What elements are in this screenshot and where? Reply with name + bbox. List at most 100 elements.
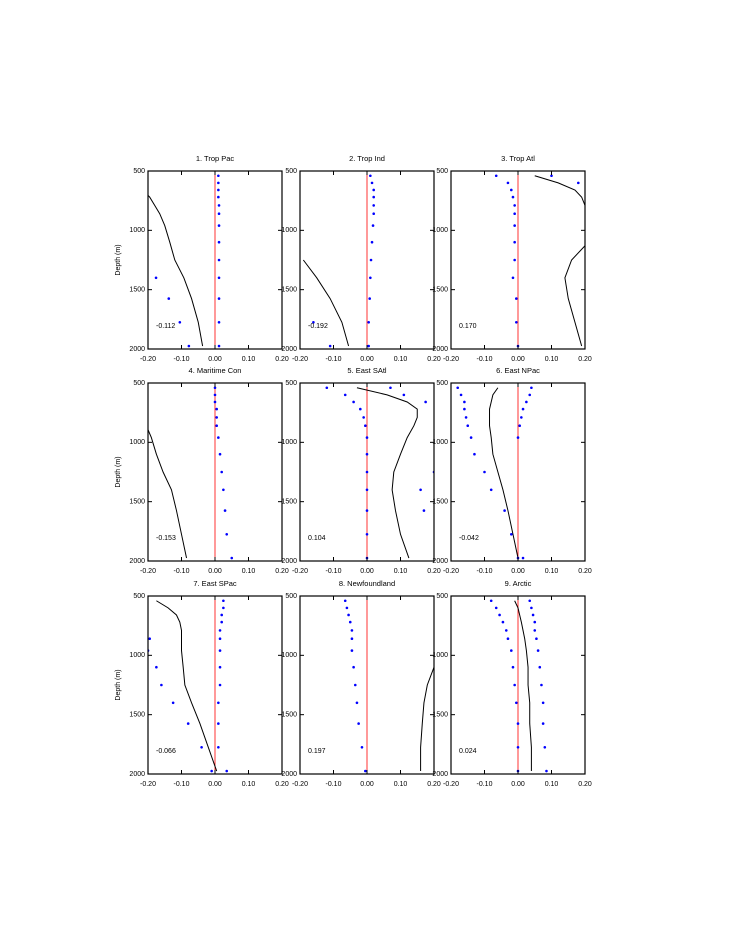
y-tick-label: 1000 [432, 439, 448, 446]
y-tick-label: 1500 [281, 499, 297, 506]
profile-dot [217, 174, 220, 178]
y-axis-label: Depth (m) [115, 669, 122, 700]
panel-title: 9. Arctic [505, 579, 532, 588]
y-tick-label: 1500 [432, 287, 448, 294]
panel: 5. East SAtl 0.104 -0.20 -0.10 0.00 0.10 0.20 5… [281, 366, 440, 575]
profile-dot [148, 637, 151, 641]
x-tick-label: 0.10 [242, 356, 256, 363]
x-tick-label: 0.10 [545, 356, 559, 363]
profile-dot [217, 436, 220, 439]
profile-dot [541, 701, 545, 705]
profile-dot [312, 321, 315, 324]
profile-dot [217, 195, 220, 199]
profile-dot [217, 344, 221, 348]
profile-line [420, 666, 434, 772]
profile-dot [513, 683, 516, 687]
profile-dot [516, 746, 520, 749]
profile-dot [352, 665, 355, 669]
profile-dot [550, 174, 553, 178]
x-tick-label: -0.20 [292, 781, 308, 788]
profile-dot [217, 746, 220, 749]
profile-dot [530, 386, 533, 390]
profile-dot [510, 188, 513, 192]
profile-dot [328, 344, 332, 348]
x-tick-label: -0.20 [443, 356, 459, 363]
y-tick-label: 1000 [432, 227, 448, 234]
profile-dot [365, 533, 369, 536]
x-tick-label: 0.00 [360, 356, 374, 363]
x-tick-label: -0.10 [174, 356, 190, 363]
profile-dot [218, 665, 222, 669]
y-tick-label: 1000 [432, 652, 448, 659]
profile-dot [506, 181, 510, 185]
x-tick-label: -0.10 [326, 781, 342, 788]
y-tick-label: 2000 [129, 558, 145, 565]
profile-dot [370, 240, 374, 244]
profile-line [302, 259, 350, 347]
profile-dot [220, 470, 223, 474]
profile-dot [348, 620, 352, 624]
profile-dot [362, 416, 365, 419]
profile-dot [217, 204, 221, 207]
profile-dot [223, 509, 227, 512]
profile-dot [365, 509, 369, 512]
y-tick-label: 2000 [432, 771, 448, 778]
profile-dot [513, 204, 516, 207]
profile-line [156, 600, 218, 772]
profile-dot [510, 533, 513, 536]
profile-dot [367, 321, 370, 324]
plot-area [148, 171, 221, 349]
profile-dot [521, 556, 525, 560]
plot-area [302, 171, 376, 349]
y-tick-label: 1000 [281, 652, 297, 659]
profile-dot [473, 452, 476, 456]
profile-dot [217, 181, 220, 185]
profile-dot [510, 649, 513, 652]
profile-dot [200, 746, 203, 749]
y-tick-label: 1500 [432, 499, 448, 506]
profile-dot [343, 599, 347, 603]
y-tick-label: 2000 [281, 346, 297, 353]
profile-dot [370, 181, 374, 185]
profile-dot [530, 606, 533, 610]
profile-dot [538, 665, 542, 669]
profile-dot [504, 629, 508, 632]
profile-dot [217, 188, 220, 192]
annotation: -0.192 [308, 323, 328, 330]
profile-dot [535, 637, 538, 641]
profile-dot [357, 722, 360, 725]
panel-title: 4. Maritime Con [189, 366, 242, 375]
profile-dot [368, 297, 371, 300]
profile-line [489, 387, 519, 559]
profile-dot [171, 701, 175, 705]
profile-dot [533, 629, 537, 632]
annotation: -0.042 [459, 535, 479, 542]
profile-dot [511, 195, 515, 199]
x-tick-label: 0.10 [394, 781, 408, 788]
profile-dot [515, 321, 518, 324]
profile-dot [365, 436, 369, 439]
profile-dot [230, 556, 234, 560]
profile-dot [217, 297, 221, 300]
plot-area [325, 383, 434, 561]
x-tick-label: 0.00 [360, 781, 374, 788]
profile-dot [520, 416, 523, 419]
profile-dot [220, 620, 223, 624]
x-tick-label: 0.00 [208, 781, 222, 788]
profile-dot [355, 701, 359, 705]
profile-dot [215, 416, 218, 419]
profile-dot [186, 722, 190, 725]
profile-dot [353, 683, 357, 687]
y-tick-label: 1500 [129, 499, 145, 506]
profile-line [148, 194, 204, 347]
profile-dot [222, 599, 225, 603]
x-tick-label: 0.00 [208, 356, 222, 363]
profile-dot [501, 620, 505, 624]
annotation: -0.112 [156, 323, 175, 330]
x-tick-label: 0.00 [511, 568, 525, 575]
profile-dot [345, 606, 349, 610]
x-tick-label: -0.10 [477, 781, 493, 788]
profile-line [514, 600, 532, 772]
profile-dot [217, 701, 220, 705]
profile-dot [350, 637, 354, 641]
